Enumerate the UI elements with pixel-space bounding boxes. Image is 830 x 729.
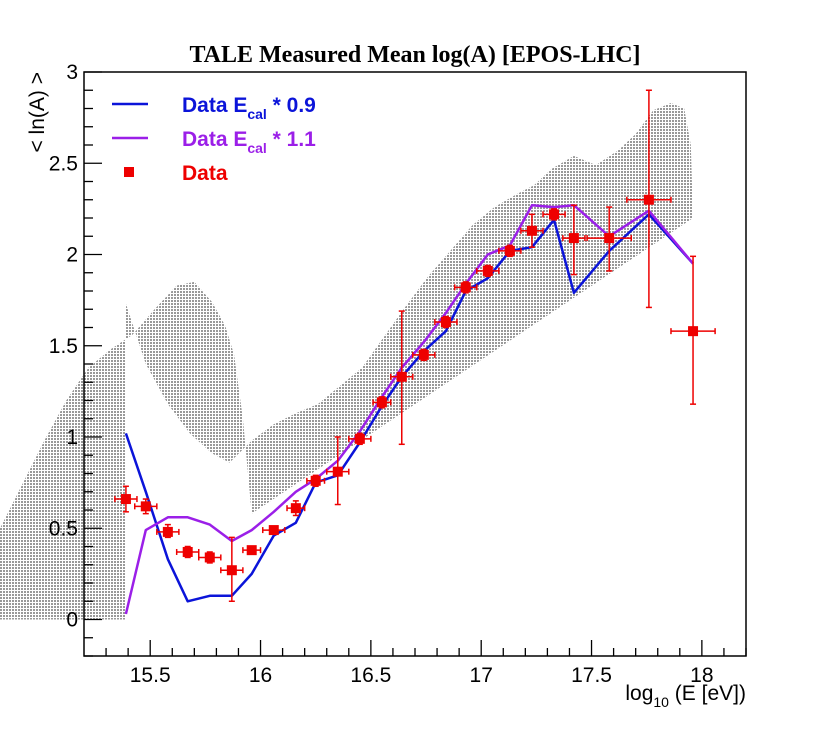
data-point xyxy=(197,551,222,564)
data-marker xyxy=(549,209,560,220)
data-marker xyxy=(688,326,699,337)
data-point xyxy=(542,208,566,221)
data-point xyxy=(412,348,436,362)
data-point xyxy=(286,500,306,517)
legend-label-main: Data E xyxy=(182,94,247,117)
data-point xyxy=(498,244,522,258)
data-marker xyxy=(268,525,279,536)
data-marker xyxy=(290,503,301,514)
data-point xyxy=(389,310,414,446)
legend-label-main: Data xyxy=(182,162,228,185)
legend-label-suffix: * 1.1 xyxy=(267,128,316,151)
data-point xyxy=(562,204,586,276)
legend-entry: Data Ecal * 1.1 xyxy=(112,128,316,156)
legend-label: Data xyxy=(182,162,228,185)
y-tick-label: 0.5 xyxy=(49,517,78,540)
x-axis-label-subscript: 10 xyxy=(653,694,669,710)
data-marker xyxy=(204,552,215,563)
x-axis-label-suffix: (E [eV]) xyxy=(669,682,746,705)
data-marker xyxy=(140,501,151,512)
data-marker xyxy=(568,233,579,244)
data-point xyxy=(476,264,500,278)
legend-swatch-marker xyxy=(124,167,134,177)
legend-label-subscript: cal xyxy=(247,106,266,122)
data-marker xyxy=(604,233,615,244)
x-tick-label: 16 xyxy=(249,664,272,687)
legend-label-main: Data E xyxy=(182,128,247,151)
data-point xyxy=(586,206,633,272)
data-point xyxy=(220,536,244,602)
data-point xyxy=(261,525,286,536)
x-tick-label: 18 xyxy=(690,664,713,687)
data-marker xyxy=(526,225,537,236)
x-tick-label: 15.5 xyxy=(130,664,171,687)
data-marker xyxy=(418,349,429,360)
legend-label: Data Ecal * 0.9 xyxy=(182,94,316,122)
data-point xyxy=(626,89,672,309)
y-tick-label: 1 xyxy=(66,426,78,449)
data-point xyxy=(434,315,458,329)
legend-label: Data Ecal * 1.1 xyxy=(182,128,316,156)
data-points-layer xyxy=(114,89,716,602)
data-marker xyxy=(482,265,493,276)
chart-title: TALE Measured Mean log(A) [EPOS-LHC] xyxy=(189,42,640,68)
x-tick-label: 16.5 xyxy=(350,664,391,687)
data-marker xyxy=(246,545,257,556)
data-marker xyxy=(332,466,343,477)
data-marker xyxy=(396,371,407,382)
data-point xyxy=(670,255,716,405)
data-point xyxy=(134,498,158,515)
data-point xyxy=(372,396,392,409)
legend-label-suffix: * 0.9 xyxy=(267,94,316,117)
y-tick-label: 2.5 xyxy=(49,152,78,175)
data-marker xyxy=(162,526,173,537)
uncertainty-band xyxy=(0,103,693,620)
data-marker xyxy=(226,565,237,576)
x-tick-label: 17.5 xyxy=(571,664,612,687)
x-tick-label: 17 xyxy=(470,664,493,687)
uncertainty-band-layer xyxy=(0,103,693,620)
legend-entry: Data Ecal * 0.9 xyxy=(112,94,316,122)
data-marker xyxy=(354,433,365,444)
data-marker xyxy=(643,194,654,205)
data-marker xyxy=(440,317,451,328)
y-tick-label: 2 xyxy=(66,244,78,267)
data-point xyxy=(348,432,372,446)
legend-entry: Data xyxy=(124,162,228,185)
y-tick-label: 0 xyxy=(66,609,78,632)
data-marker xyxy=(120,494,131,505)
data-point xyxy=(306,474,326,488)
data-marker xyxy=(182,546,193,557)
y-tick-label: 3 xyxy=(66,61,78,84)
axes-layer: 15.5 16 16.5 17 17.5 18 0 0.5 1 1.5 2 2.5 3 xyxy=(49,61,747,687)
legend-label-subscript: cal xyxy=(247,140,266,156)
data-marker xyxy=(460,282,471,293)
data-marker xyxy=(376,397,387,408)
x-axis-label-prefix: log xyxy=(625,682,653,705)
data-point xyxy=(175,545,200,559)
y-axis-label: < ln(A) > xyxy=(26,72,49,153)
data-point xyxy=(156,523,180,539)
data-marker xyxy=(504,245,515,256)
data-marker xyxy=(310,475,321,486)
y-tick-label: 1.5 xyxy=(49,335,78,358)
data-point xyxy=(242,545,262,556)
x-axis-label: log10 (E [eV]) xyxy=(625,682,746,710)
data-point xyxy=(520,213,544,248)
data-point xyxy=(453,281,478,294)
data-point xyxy=(114,485,138,513)
data-point xyxy=(325,436,350,506)
